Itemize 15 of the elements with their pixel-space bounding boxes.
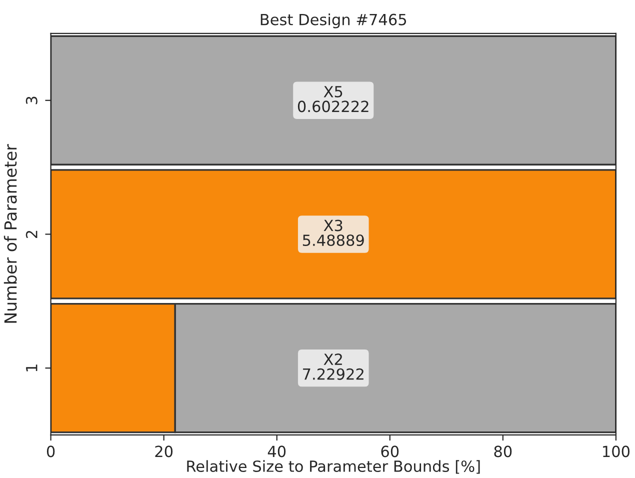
y-axis-title: Number of Parameter: [4, 144, 17, 323]
y-tick-label: 2: [26, 230, 38, 238]
x-axis-title: Relative Size to Parameter Bounds [%]: [187, 460, 480, 474]
y-tick-label: 3: [26, 96, 38, 104]
chart-title: Best Design #7465: [260, 14, 406, 28]
x-tick-label: 60: [381, 446, 399, 458]
annotation: X5 0.602222: [298, 86, 368, 112]
annotation: X2 7.22922: [303, 354, 364, 380]
x-tick-label: 40: [268, 446, 286, 458]
y-tick-label: 1: [26, 364, 38, 372]
x-tick-label: 0: [46, 446, 55, 458]
x-tick-label: 100: [603, 446, 630, 458]
x-tick-label: 20: [155, 446, 173, 458]
x-tick-label: 80: [494, 446, 512, 458]
annotation: X3 5.48889: [302, 220, 364, 246]
